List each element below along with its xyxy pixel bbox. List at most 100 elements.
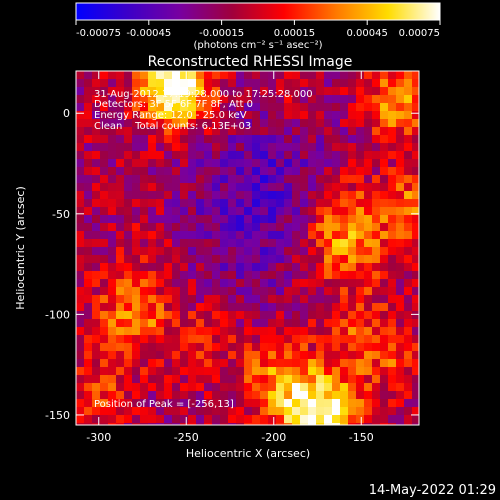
heatmap-cell (196, 407, 205, 416)
heatmap-cell (308, 335, 317, 344)
heatmap-cell (268, 375, 277, 384)
heatmap-cell (140, 383, 149, 392)
heatmap-cell (412, 183, 419, 192)
heatmap-cell (348, 391, 357, 400)
heatmap-cell (212, 319, 221, 328)
heatmap-cell (396, 351, 405, 360)
heatmap-cell (236, 367, 245, 376)
heatmap-cell (348, 319, 357, 328)
heatmap-cell (228, 319, 237, 328)
heatmap-cell (100, 295, 109, 304)
heatmap-cell (132, 167, 141, 176)
heatmap-cell (404, 255, 413, 264)
heatmap-cell (180, 103, 189, 112)
y-tick-label: -100 (45, 308, 70, 321)
heatmap-cell (372, 391, 381, 400)
heatmap-cell (292, 311, 301, 320)
heatmap-cell (164, 335, 173, 344)
heatmap-cell (412, 79, 419, 88)
heatmap-cell (164, 95, 173, 104)
heatmap-cell (316, 351, 325, 360)
heatmap-cell (252, 335, 261, 344)
heatmap-cell (396, 79, 405, 88)
heatmap-cell (220, 215, 229, 224)
heatmap-cell (300, 231, 309, 240)
heatmap-cell (284, 287, 293, 296)
heatmap-cell (212, 87, 221, 96)
heatmap-cell (188, 367, 197, 376)
heatmap-cell (220, 151, 229, 160)
heatmap-cell (108, 287, 117, 296)
heatmap-cell (292, 215, 301, 224)
heatmap-cell (196, 143, 205, 152)
heatmap-cell (108, 183, 117, 192)
heatmap-cell (204, 223, 213, 232)
heatmap-cell (188, 231, 197, 240)
heatmap-cell (116, 231, 125, 240)
heatmap-cell (84, 327, 93, 336)
heatmap-cell (116, 383, 125, 392)
heatmap-cell (84, 367, 93, 376)
heatmap-cell (172, 351, 181, 360)
heatmap-cell (252, 87, 261, 96)
heatmap-cell (212, 175, 221, 184)
heatmap-cell (340, 407, 349, 416)
heatmap-cell (92, 343, 101, 352)
heatmap-cell (324, 127, 333, 136)
heatmap-cell (124, 167, 133, 176)
heatmap-cell (396, 175, 405, 184)
heatmap-cell (292, 183, 301, 192)
heatmap-cell (76, 191, 85, 200)
heatmap-cell (108, 167, 117, 176)
heatmap-cell (348, 103, 357, 112)
heatmap-cell (268, 327, 277, 336)
heatmap-cell (212, 263, 221, 272)
heatmap-cell (204, 287, 213, 296)
heatmap-cell (124, 423, 133, 425)
heatmap-cell (364, 327, 373, 336)
heatmap-cell (108, 135, 117, 144)
heatmap-cell (332, 335, 341, 344)
heatmap-cell (292, 231, 301, 240)
heatmap-cell (108, 239, 117, 248)
heatmap-cell (332, 103, 341, 112)
heatmap-cell (404, 391, 413, 400)
heatmap-cell (412, 87, 419, 96)
heatmap-cell (324, 263, 333, 272)
heatmap-cell (244, 71, 253, 80)
heatmap-cell (316, 375, 325, 384)
heatmap-cell (156, 319, 165, 328)
heatmap-cell (164, 151, 173, 160)
heatmap-cell (308, 407, 317, 416)
heatmap-cell (356, 159, 365, 168)
heatmap-cell (284, 375, 293, 384)
heatmap-cell (188, 183, 197, 192)
heatmap-cell (92, 175, 101, 184)
heatmap-cell (300, 335, 309, 344)
heatmap-cell (252, 423, 261, 425)
heatmap-cell (260, 159, 269, 168)
heatmap-cell (260, 87, 269, 96)
heatmap-cell (180, 239, 189, 248)
heatmap-cell (356, 295, 365, 304)
heatmap-cell (284, 79, 293, 88)
heatmap-cell (260, 287, 269, 296)
heatmap-cell (412, 391, 419, 400)
heatmap-cell (156, 343, 165, 352)
heatmap-cell (380, 191, 389, 200)
heatmap-cell (372, 207, 381, 216)
heatmap-cell (364, 335, 373, 344)
heatmap-cell (268, 415, 277, 424)
heatmap-cell (212, 191, 221, 200)
heatmap-cell (84, 335, 93, 344)
heatmap-cell (292, 127, 301, 136)
heatmap-cell (404, 103, 413, 112)
heatmap-cell (132, 351, 141, 360)
heatmap-cell (396, 255, 405, 264)
heatmap-cell (252, 183, 261, 192)
heatmap-cell (388, 119, 397, 128)
heatmap-cell (140, 87, 149, 96)
heatmap-cell (100, 327, 109, 336)
heatmap-cell (92, 391, 101, 400)
heatmap-cell (292, 319, 301, 328)
